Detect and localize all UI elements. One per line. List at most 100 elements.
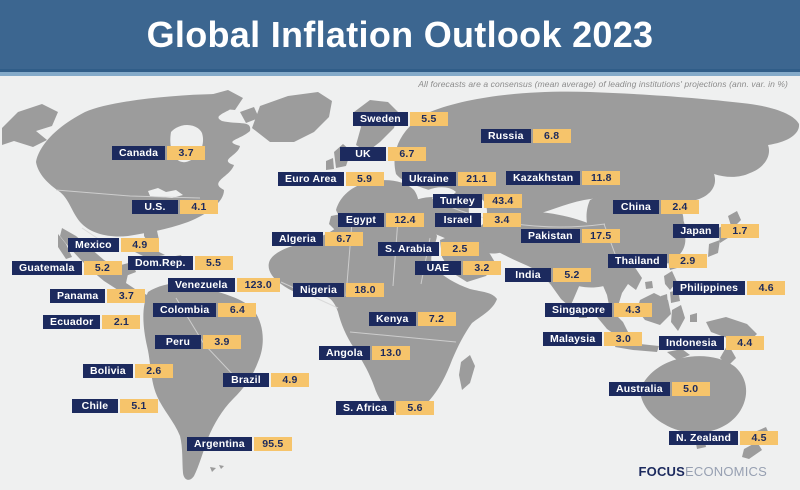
country-name: Pakistan [521,229,580,243]
island-sulawesi [671,305,685,331]
country-inflation-value: 95.5 [253,437,292,451]
country-inflation-value: 5.9 [345,172,384,186]
country-name: China [613,200,659,214]
country-name: Japan [673,224,719,238]
label-russia: Russia 6.8 [481,129,571,143]
country-inflation-value: 2.6 [134,364,173,378]
forecast-note: All forecasts are a consensus (mean aver… [418,79,788,89]
country-inflation-value: 3.7 [167,146,206,160]
country-inflation-value: 5.6 [396,401,435,415]
country-inflation-value: 6.8 [532,129,571,143]
country-name: Angola [319,346,370,360]
country-name: Nigeria [293,283,344,297]
country-inflation-value: 4.9 [120,238,159,252]
label-singapore: Singapore 4.3 [545,303,653,317]
country-name: Peru [155,335,201,349]
great-lakes [148,188,183,198]
country-inflation-value: 21.1 [457,172,496,186]
landmass-greenland [252,92,332,142]
country-name: Mexico [68,238,119,252]
label-sweden: Sweden 5.5 [353,112,448,126]
country-inflation-value: 4.3 [614,303,653,317]
country-name: UAE [415,261,461,275]
country-name: Kazakhstan [506,171,581,185]
country-inflation-value: 1.7 [721,224,759,238]
country-name: S. Arabia [378,242,439,256]
country-name: Malaysia [543,332,603,346]
label-mexico: Mexico 4.9 [68,238,159,252]
country-inflation-value: 3.7 [107,289,146,303]
label-israel: Israel 3.4 [435,213,521,227]
label-ecuador: Ecuador 2.1 [43,315,141,329]
label-peru: Peru 3.9 [155,335,241,349]
label-s-africa: S. Africa 5.6 [336,401,435,415]
country-inflation-value: 123.0 [236,278,280,292]
label-ukraine: Ukraine 21.1 [402,172,496,186]
country-name: Chile [72,399,118,413]
country-inflation-value: 43.4 [483,194,522,208]
label-india: India 5.2 [505,268,591,282]
header-band: Global Inflation Outlook 2023 [0,0,800,69]
country-name: Egypt [338,213,384,227]
label-euro-area: Euro Area 5.9 [278,172,384,186]
country-name: Brazil [223,373,269,387]
country-name: Thailand [608,254,667,268]
header-divider-light [0,72,800,76]
country-inflation-value: 6.4 [218,303,257,317]
page-title: Global Inflation Outlook 2023 [146,13,654,55]
label-canada: Canada 3.7 [112,146,206,160]
label-australia: Australia 5.0 [609,382,710,396]
country-inflation-value: 4.9 [271,373,309,387]
country-name: N. Zealand [669,431,739,445]
landmass-east-asia [586,190,686,268]
landmass-south-america [143,282,263,480]
country-inflation-value: 5.2 [83,261,122,275]
country-name: Euro Area [278,172,344,186]
label-chile: Chile 5.1 [72,399,158,413]
country-name: Ecuador [43,315,101,329]
island-timor [667,349,690,360]
label-kenya: Kenya 7.2 [369,312,456,326]
country-name: Australia [609,382,670,396]
landmass-baja [58,234,72,259]
landmass-russia [394,91,800,219]
country-inflation-value: 4.1 [180,200,218,214]
country-inflation-value: 13.0 [371,346,410,360]
country-name: India [505,268,551,282]
country-name: Guatemala [12,261,82,275]
landmass-cape-york [720,344,736,366]
country-name: Turkey [433,194,482,208]
label-algeria: Algeria 6.7 [272,232,363,246]
island-madagascar [459,355,475,390]
country-inflation-value: 2.9 [668,254,707,268]
label-colombia: Colombia 6.4 [153,303,257,317]
country-inflation-value: 4.4 [725,336,764,350]
island-new-guinea [706,317,757,342]
logo-focus: FOCUS [638,464,686,479]
country-inflation-value: 5.0 [671,382,710,396]
country-name: Argentina [187,437,252,451]
landmass-kamchatka [688,135,709,176]
island-iceland [311,110,327,123]
country-inflation-value: 3.4 [483,213,521,227]
label-uae: UAE 3.2 [415,261,501,275]
islands-moluccas [690,313,697,322]
label-malaysia: Malaysia 3.0 [543,332,643,346]
country-inflation-value: 5.1 [120,399,158,413]
islands-falkland [210,465,224,472]
country-inflation-value: 5.5 [409,112,448,126]
country-inflation-value: 3.2 [463,261,501,275]
label-s-arabia: S. Arabia 2.5 [378,242,479,256]
country-name: Indonesia [659,336,724,350]
label-n-zealand: N. Zealand 4.5 [669,431,779,445]
country-name: Algeria [272,232,323,246]
landmass-arctic-islands [240,107,259,123]
country-name: Canada [112,146,166,160]
country-name: Sweden [353,112,408,126]
country-name: UK [340,147,386,161]
country-name: Israel [435,213,481,227]
label-guatemala: Guatemala 5.2 [12,261,122,275]
country-inflation-value: 5.5 [194,256,233,270]
